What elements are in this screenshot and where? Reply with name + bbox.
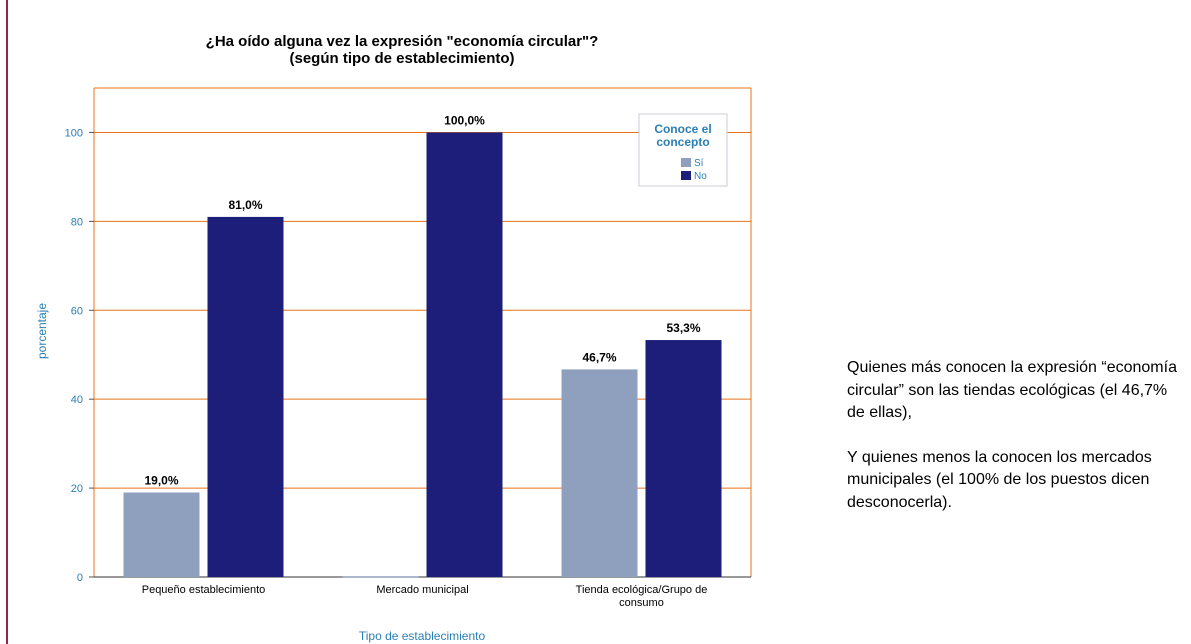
data-label: 46,7% (582, 350, 616, 364)
summary-text: Quienes más conocen la expresión “econom… (847, 357, 1187, 514)
chart-title: ¿Ha oído alguna vez la expresión "econom… (205, 33, 599, 50)
summary-paragraph-2: Y quienes menos la conocen los mercados … (847, 448, 1152, 511)
axis-layer: 0 20 40 60 80 100 Pequeño establecimiento Merca… (65, 127, 708, 609)
bar (645, 340, 722, 577)
data-label: 53,3% (666, 321, 700, 335)
legend-swatch (681, 158, 691, 167)
summary-paragraph-1: Quienes más conocen la expresión “econom… (847, 359, 1177, 421)
y-tick-label: 100 (65, 127, 83, 139)
legend-title: Conoce el concepto (654, 122, 711, 149)
x-tick-label: Mercado municipal (376, 584, 468, 596)
left-border-rule (6, 0, 8, 644)
data-label: 100,0% (444, 113, 485, 127)
y-tick-label: 0 (77, 572, 83, 584)
y-tick-label: 80 (71, 216, 83, 228)
data-label: 19,0% (144, 474, 178, 488)
legend: Conoce el concepto Sí No (638, 113, 728, 187)
bar (207, 216, 284, 577)
y-axis-label: porcentaje (35, 303, 49, 359)
bar-layer (123, 132, 722, 578)
bar (123, 492, 200, 577)
plot-frame (93, 87, 752, 578)
y-tick-label: 60 (71, 305, 83, 317)
x-tick-label: Tienda ecológica/Grupo de consumo (576, 584, 708, 609)
bar (561, 369, 638, 577)
legend-swatch (681, 171, 691, 180)
bar (426, 132, 503, 578)
chart-title-block: ¿Ha oído alguna vez la expresión "econom… (92, 33, 712, 67)
x-tick-label: Pequeño establecimiento (142, 584, 266, 596)
legend-entry: Sí (694, 158, 704, 169)
y-tick-label: 20 (71, 483, 83, 495)
data-label: 81,0% (228, 198, 262, 212)
x-axis-label: Tipo de establecimiento (359, 629, 486, 643)
data-label-layer: 19,0% 81,0% 100,0% 46,7% 53,3% (144, 113, 700, 487)
chart-subtitle: (según tipo de establecimiento) (289, 50, 515, 67)
legend-entry: No (694, 171, 707, 182)
y-tick-label: 40 (71, 394, 83, 406)
